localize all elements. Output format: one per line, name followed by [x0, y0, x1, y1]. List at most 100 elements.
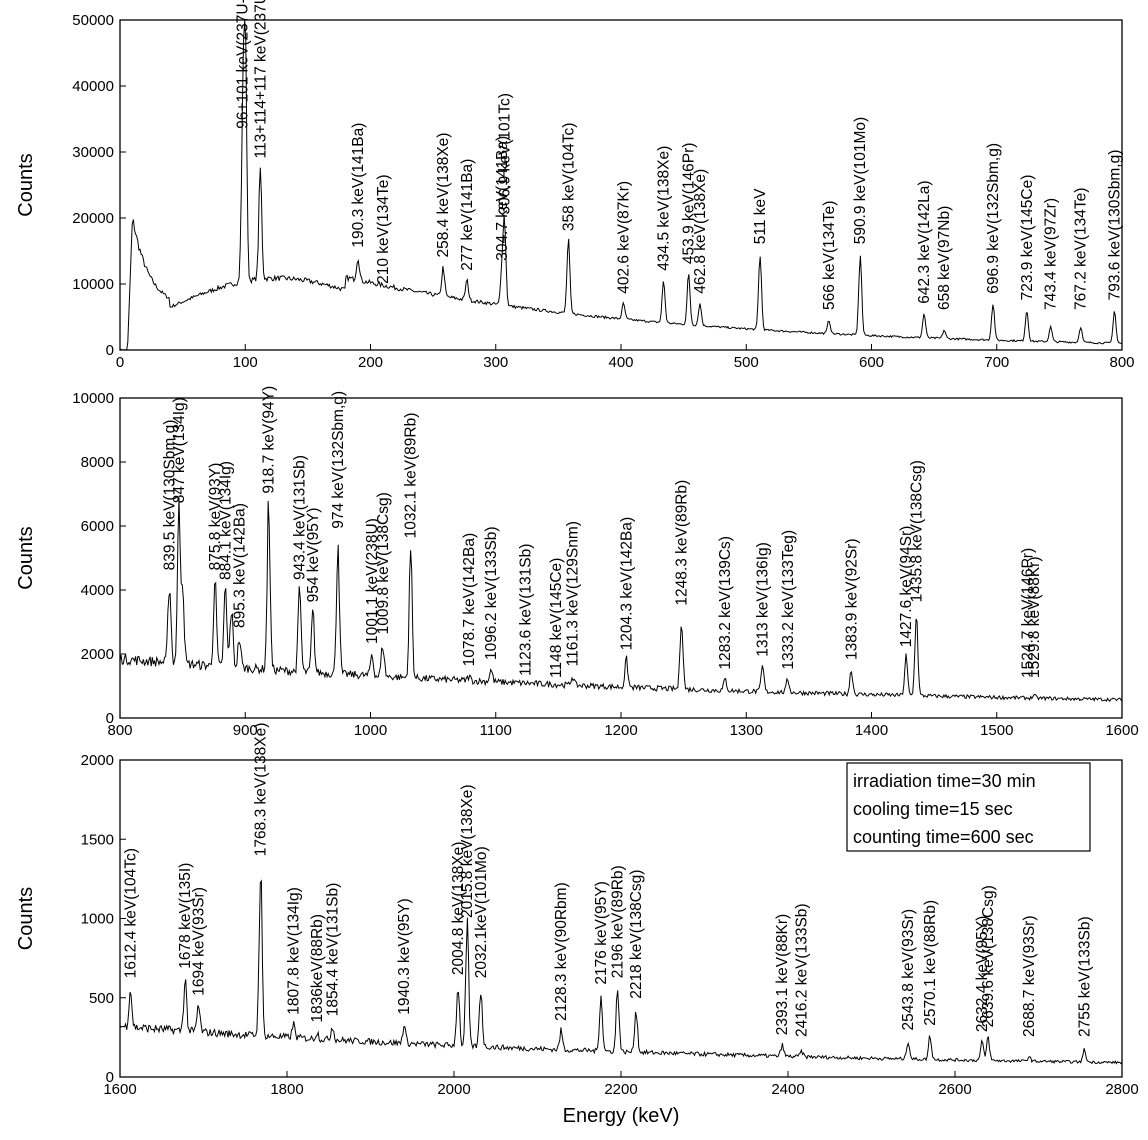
peak-label: 462.8 keV(138Xe): [692, 169, 709, 294]
y-tick-label: 0: [106, 342, 114, 359]
x-tick-label: 600: [859, 354, 884, 371]
peak-label: 847 keV(134Ig): [171, 397, 188, 503]
x-tick-label: 1000: [354, 722, 387, 739]
measurement-info-line: counting time=600 sec: [853, 827, 1034, 847]
peak-label: 954 keV(95Y): [305, 508, 322, 603]
peak-label: 696.9 keV(132Sbm,g): [985, 143, 1002, 294]
y-tick-label: 8000: [81, 454, 114, 471]
peak-label: 1768.3 keV(138Xe): [253, 723, 270, 857]
peak-label: 658 keV(97Nb): [936, 206, 953, 310]
peak-label: 1283.2 keV(139Cs): [717, 536, 734, 670]
y-tick-label: 0: [106, 1069, 114, 1086]
y-tick-label: 2000: [81, 752, 114, 769]
y-tick-label: 10000: [72, 390, 114, 407]
x-tick-label: 800: [1109, 354, 1134, 371]
peak-label: 1836keV(88Rb): [309, 914, 326, 1023]
peak-label: 974 keV(132Sbm,g): [330, 391, 347, 529]
x-tick-label: 200: [358, 354, 383, 371]
peak-label: 2416.2 keV(133Sb): [794, 903, 811, 1037]
peak-label: 1524.7 keV(146Pr): [1020, 548, 1037, 678]
peak-label: 2032.1keV(101Mo): [473, 846, 490, 978]
peak-label: 642.3 keV(142La): [916, 180, 933, 303]
peak-label: 2004.8 keV(138Xe): [450, 842, 467, 976]
peak-label: 2015.8 keV(138Xe): [459, 784, 476, 918]
peak-label: 2218 keV(138Csg): [628, 870, 645, 999]
peak-label: 839.5 keV(130Sbm,g): [162, 420, 179, 571]
y-axis-title: Counts: [15, 887, 37, 950]
spectrum-panel-1: 0 100 200 300 400 500 600 700 800 0 10000 20000 3000…: [15, 0, 1135, 371]
x-tick-label: 1100: [480, 722, 512, 739]
spectrum-line: [119, 497, 1123, 702]
peak-label: 1096.2 keV(133Sb): [483, 526, 500, 660]
x-tick-label: 1200: [604, 722, 637, 739]
peak-label: 2196 keV(89Rb): [610, 865, 627, 978]
peak-label: 2632.4 keV(95Y): [974, 916, 991, 1032]
spectrum-line: [119, 19, 1123, 351]
peak-label: 1807.8 keV(134Ig): [286, 887, 303, 1015]
x-tick-label: 1400: [855, 722, 888, 739]
peak-label: 1940.3 keV(95Y): [396, 898, 413, 1014]
peak-label: 1032.1 keV(89Rb): [403, 413, 420, 539]
y-tick-label: 4000: [81, 582, 114, 599]
measurement-info-box: [846, 762, 1091, 852]
measurement-info-line: cooling time=15 sec: [853, 799, 1013, 819]
peak-label: 304.7 keV(141Ba): [494, 136, 511, 261]
y-tick-label: 6000: [81, 518, 114, 535]
x-tick-label: 800: [107, 722, 132, 739]
y-tick-label: 10000: [72, 276, 114, 293]
measurement-info-line: irradiation time=30 min: [853, 771, 1036, 791]
peak-label: 96+101 keV(237U-Kα): [235, 0, 252, 129]
y-tick-label: 1500: [81, 831, 114, 848]
y-tick-label: 2000: [81, 646, 114, 663]
peak-label: 1333.2 keV(133Teg): [780, 530, 797, 670]
x-tick-label: 1800: [270, 1081, 303, 1098]
peak-label: 1694 keV(93Sr): [191, 887, 208, 996]
y-axis-title: Counts: [15, 526, 37, 589]
x-tick-label: 1500: [980, 722, 1013, 739]
x-tick-label: 400: [608, 354, 633, 371]
peak-label: 1009.8 keV(138Csg): [375, 492, 392, 634]
peak-label: 434.5 keV(138Xe): [656, 146, 673, 271]
peak-label: 1427.6 keV(94Sr): [898, 526, 915, 648]
peak-label: 1148 keV(145Ce): [548, 558, 565, 678]
peak-label: 1161.3 keV(129Snm): [565, 521, 582, 666]
peak-label: 590.9 keV(101Mo): [852, 117, 869, 245]
peak-label: 2393.1 keV(88Kr): [774, 914, 791, 1036]
y-axis-title: Counts: [15, 153, 37, 216]
peak-label: 358 keV(104Tc): [560, 123, 577, 232]
peak-label: 743.4 keV(97Zr): [1043, 198, 1060, 310]
y-tick-label: 50000: [72, 12, 114, 29]
peak-label: 277 keV(141Ba): [459, 159, 476, 271]
spectrum-line: [119, 879, 1123, 1065]
peak-label: 2543.8 keV(93Sr): [900, 909, 917, 1031]
peak-label: 1383.9 keV(92Sr): [843, 539, 860, 661]
x-tick-label: 0: [116, 354, 124, 371]
peak-label: 258.4 keV(138Xe): [435, 133, 452, 258]
peak-label: 1123.6 keV(131Sb): [517, 544, 534, 676]
peak-label: 190.3 keV(141Ba): [350, 123, 367, 248]
y-tick-label: 500: [89, 990, 114, 1007]
y-tick-label: 0: [106, 710, 114, 727]
peak-label: 2639.6 keV(138Csg): [980, 885, 997, 1027]
spectrum-panel-2: 800 900 1000 1100 1200 1300 1400 1500 1600 0 2000 4…: [15, 386, 1139, 739]
peak-label: 1854.4 keV(131Sb): [324, 883, 341, 1017]
y-tick-label: 20000: [72, 210, 114, 227]
peak-label: 1313 keV(136Ig): [755, 542, 772, 657]
peak-label: 2128.3 keV(90Rbm): [553, 882, 570, 1021]
peak-label: 453.9 keV(146Pr): [681, 143, 698, 265]
x-tick-label: 100: [233, 354, 258, 371]
peak-label: 767.2 keV(134Te): [1073, 188, 1090, 310]
y-tick-label: 1000: [81, 911, 114, 928]
peak-label: 895.3 keV(142Ba): [231, 503, 248, 628]
x-tick-label: 2200: [604, 1081, 637, 1098]
x-tick-label: 900: [233, 722, 258, 739]
peak-label: 1204.3 keV(142Ba): [618, 517, 635, 651]
peak-label: 2755 keV(133Sb): [1076, 916, 1093, 1037]
peak-label: 1529.8 keV(88Kr): [1026, 557, 1043, 679]
peak-label: 1248.3 keV(89Rb): [674, 480, 691, 606]
x-tick-label: 1300: [730, 722, 763, 739]
x-tick-label: 2800: [1105, 1081, 1138, 1098]
peak-label: 511 keV: [752, 188, 769, 244]
peak-label: 1435.8 keV(138Csg): [908, 460, 925, 602]
